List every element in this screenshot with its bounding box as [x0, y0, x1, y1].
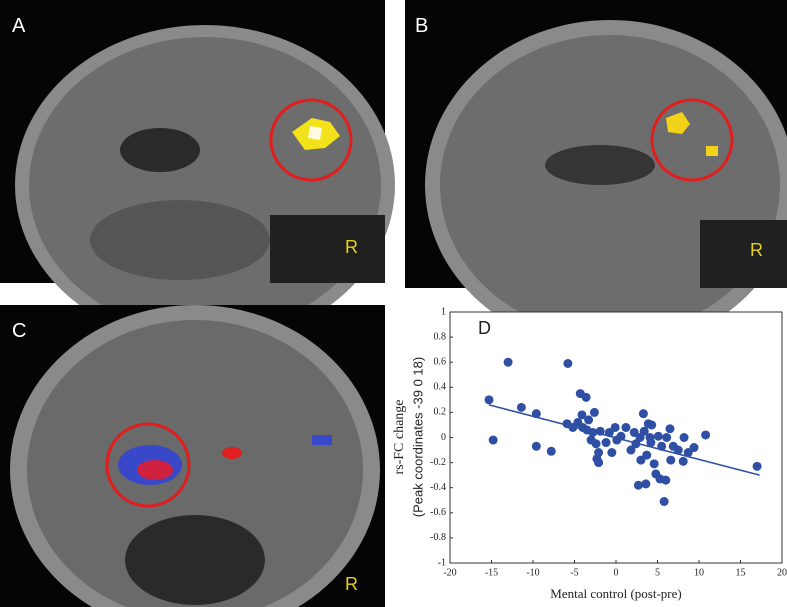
- scatter-chart: D Mental control (post-pre) rs-FC change…: [392, 306, 787, 601]
- scatter-point: [662, 433, 672, 442]
- scatter-point: [546, 446, 556, 456]
- scatter-point: [604, 427, 614, 437]
- scatter-point: [577, 410, 587, 420]
- y-tick-label: -0.6: [430, 507, 446, 518]
- scatter-point: [503, 357, 513, 367]
- x-tick-label: -10: [526, 567, 539, 578]
- scatter-point: [594, 448, 604, 458]
- x-tick-label: 10: [694, 567, 704, 578]
- y-tick-label: 0.6: [434, 356, 447, 367]
- y-tick-label: -0.2: [430, 457, 446, 468]
- scatter-point: [531, 441, 541, 451]
- y-axis-title: (Peak coordinates -39 0 18): [410, 357, 425, 517]
- scatter-point: [661, 475, 671, 485]
- panel-a: A R: [0, 0, 395, 345]
- scatter-point: [516, 402, 526, 412]
- scatter-point: [621, 422, 631, 432]
- scatter-point: [653, 431, 663, 441]
- side-label: R: [750, 240, 763, 260]
- scatter-point: [488, 435, 498, 445]
- x-tick-label: 15: [736, 567, 746, 578]
- scatter-point: [601, 438, 611, 448]
- scatter-point: [701, 430, 711, 440]
- scatter-point: [678, 456, 688, 466]
- scatter-point: [642, 450, 652, 460]
- y-tick-label: 0.2: [434, 407, 447, 418]
- scatter-point: [636, 455, 646, 465]
- x-tick-label: -15: [485, 567, 498, 578]
- scatter-point: [626, 445, 636, 455]
- y-tick-label: 0: [441, 432, 446, 443]
- scatter-point: [633, 480, 643, 490]
- scatter-point: [563, 358, 573, 368]
- fit-line: [488, 404, 760, 476]
- y-tick-label: -0.4: [430, 482, 446, 493]
- scatter-point: [594, 458, 604, 468]
- scatter-point: [484, 395, 494, 405]
- y-tick-label: -1: [438, 557, 446, 568]
- scatter-point: [679, 433, 689, 442]
- scatter-point: [639, 426, 649, 436]
- x-tick-label: 20: [777, 567, 787, 578]
- x-tick-label: 5: [655, 567, 660, 578]
- scatter-point: [584, 415, 594, 425]
- scatter-point: [666, 455, 676, 465]
- panel-label: C: [12, 320, 26, 342]
- y-tick-label: 0.4: [434, 382, 447, 393]
- scatter-point: [638, 409, 648, 419]
- y-tick-label: 0.8: [434, 331, 447, 342]
- panel-b: B R: [405, 0, 787, 350]
- y-axis-title: rs-FC change: [392, 399, 407, 474]
- x-tick-label: -20: [443, 567, 456, 578]
- scatter-point: [646, 438, 656, 448]
- y-tick-label: -0.8: [430, 532, 446, 543]
- panel-label: A: [12, 15, 26, 37]
- scatter-point: [647, 420, 657, 430]
- panel-label: D: [478, 318, 491, 338]
- scatter-point: [649, 459, 659, 469]
- scatter-point: [665, 424, 675, 434]
- x-tick-label: -5: [570, 567, 578, 578]
- scatter-point: [641, 479, 651, 489]
- scatter-point: [591, 439, 601, 449]
- panel-c: C R: [0, 305, 385, 607]
- scatter-point: [683, 448, 693, 458]
- scatter-point: [607, 448, 617, 458]
- scatter-point: [589, 407, 599, 417]
- x-axis-title: Mental control (post-pre): [550, 586, 681, 601]
- scatter-point: [752, 461, 762, 471]
- side-label: R: [345, 574, 358, 594]
- side-label: R: [345, 237, 358, 257]
- scatter-point: [659, 497, 669, 507]
- scatter-point: [673, 445, 683, 455]
- scatter-point: [610, 422, 620, 432]
- scatter-point: [689, 443, 699, 453]
- y-tick-label: 1: [441, 306, 446, 317]
- panel-label: B: [415, 15, 428, 37]
- scatter-point: [629, 427, 639, 437]
- scatter-point: [581, 392, 591, 402]
- x-tick-label: 0: [614, 567, 619, 578]
